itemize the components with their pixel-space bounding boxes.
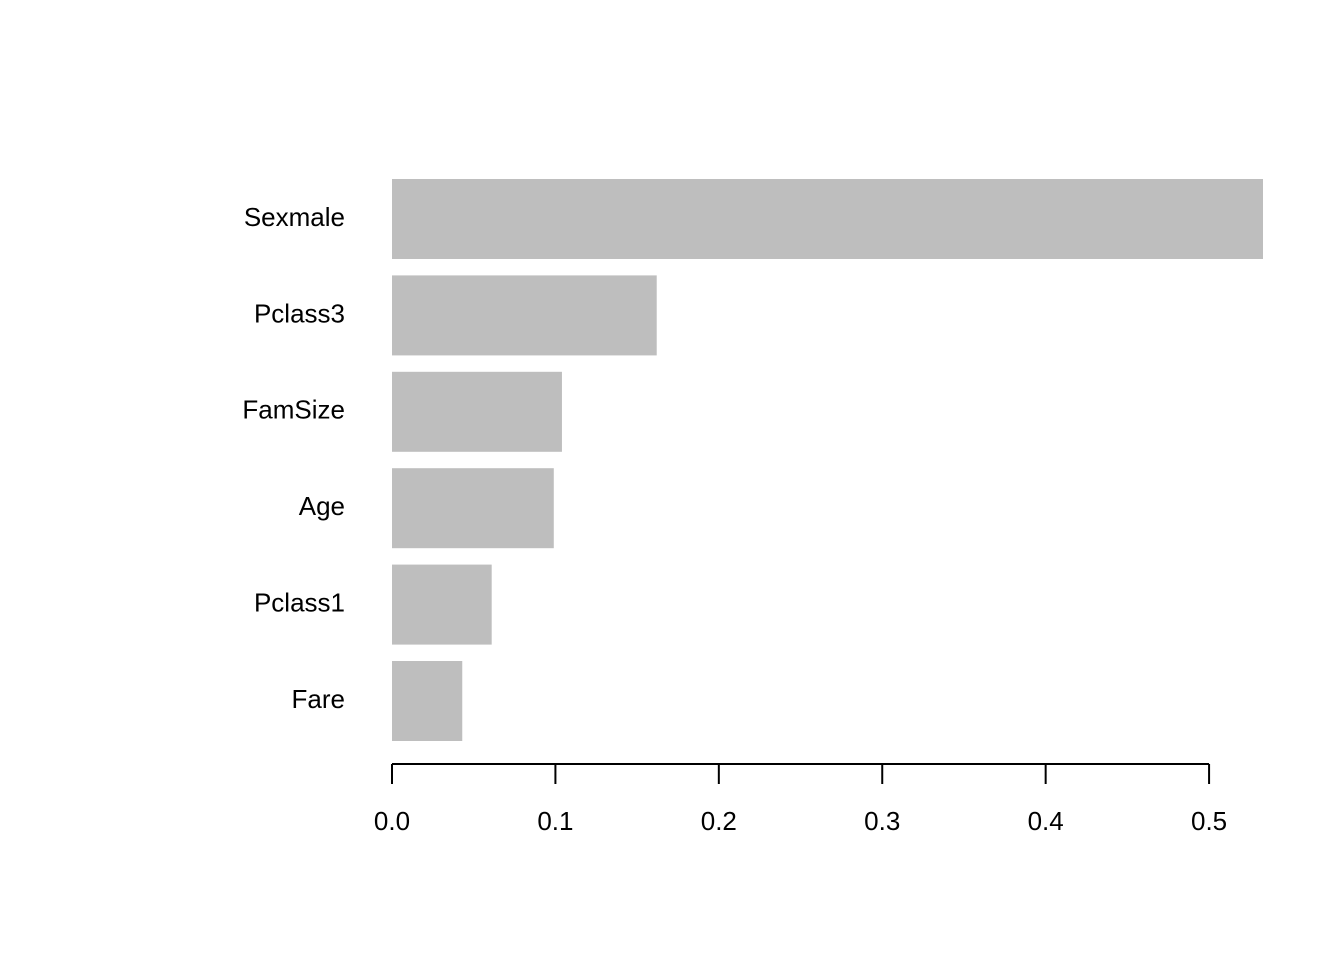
x-tick-label: 0.5 — [1191, 806, 1227, 836]
bar — [392, 179, 1263, 259]
x-tick-label: 0.0 — [374, 806, 410, 836]
y-tick-label: Fare — [292, 684, 345, 714]
bar — [392, 371, 562, 452]
bar — [392, 275, 657, 356]
bar — [392, 468, 554, 549]
y-tick-label: Pclass3 — [254, 298, 345, 328]
x-tick-label: 0.3 — [864, 806, 900, 836]
y-tick-label: FamSize — [242, 395, 345, 425]
bar — [392, 661, 463, 741]
x-tick-label: 0.2 — [701, 806, 737, 836]
x-tick-label: 0.1 — [537, 806, 573, 836]
y-tick-label: Age — [299, 491, 345, 521]
bar — [392, 564, 492, 645]
y-tick-label: Pclass1 — [254, 587, 345, 617]
x-tick-label: 0.4 — [1028, 806, 1064, 836]
y-tick-label: Sexmale — [244, 202, 345, 232]
